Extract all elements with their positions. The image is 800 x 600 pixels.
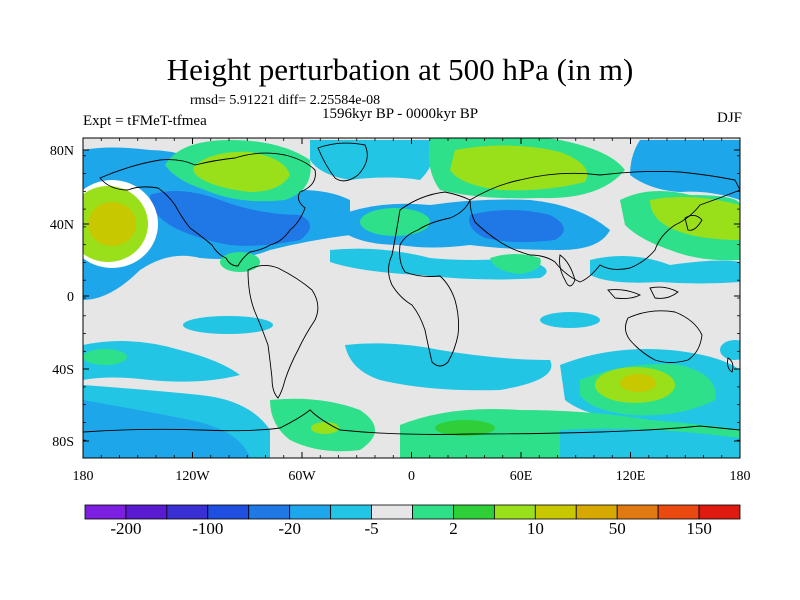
colorbar-swatch <box>248 504 291 520</box>
lat-tick-label: 80N <box>50 144 74 159</box>
colorbar-swatch <box>657 504 700 520</box>
colorbar-swatch <box>616 504 659 520</box>
colorbar-swatch <box>698 504 741 520</box>
contour-siberia-core <box>450 145 588 191</box>
colorbar-swatch <box>289 504 332 520</box>
colorbar-label: 50 <box>609 519 626 538</box>
contour-tropical-patch-1 <box>183 316 273 334</box>
colorbar-swatch <box>207 504 250 520</box>
contour-north-africa <box>490 254 541 274</box>
colorbar-label: 150 <box>686 519 712 538</box>
contour-tropical-patch-2 <box>540 312 600 328</box>
period-text: 1596kyr BP - 0000kyr BP <box>322 106 479 122</box>
contour-antarctic-west <box>311 422 339 434</box>
contour-europe-low-core <box>469 210 564 243</box>
lon-tick-label: 60E <box>510 469 533 484</box>
lat-tick-label: 80S <box>52 435 74 450</box>
contour-mid-atlantic <box>360 208 430 236</box>
contour-asia-mid-band <box>590 256 740 284</box>
colorbar-label: 2 <box>449 519 458 538</box>
colorbar: -200 -100 -20 -5 2 10 50 150 <box>84 504 741 538</box>
lon-tick-label: 180 <box>73 469 94 484</box>
lon-axis: 180 120W 60W 0 60E 120E 180 <box>73 138 751 484</box>
colorbar-swatch <box>412 504 454 520</box>
lon-tick-label: 60W <box>288 469 316 484</box>
contour-south-indian-core <box>620 374 656 392</box>
contour-antarctic-blue <box>560 428 740 458</box>
contour-south-atlantic <box>345 343 552 391</box>
season-text: DJF <box>716 110 742 126</box>
colorbar-swatch <box>453 504 495 520</box>
colorbar-label: -20 <box>278 519 301 538</box>
lat-tick-label: 0 <box>67 290 74 305</box>
experiment-text: Expt = tFMeT-tfmea <box>83 113 207 129</box>
contour-north-atlantic <box>310 140 434 180</box>
contour-east-asia-core <box>650 196 740 240</box>
coastlines <box>83 142 740 435</box>
contour-north-pacific-deep <box>150 191 310 246</box>
contour-north-america-core <box>193 151 290 192</box>
contour-south-pacific <box>83 341 240 382</box>
colorbar-swatch <box>166 504 209 520</box>
contour-south-pacific-core <box>83 349 127 365</box>
lon-tick-label: 180 <box>730 469 751 484</box>
colorbar-swatch <box>371 504 413 520</box>
colorbar-swatch <box>84 504 127 520</box>
contour-antarctic-core <box>435 420 495 436</box>
colorbar-swatch <box>125 504 168 520</box>
contour-dateline-core <box>88 202 136 246</box>
lat-tick-label: 40N <box>50 218 74 233</box>
contour-west-pacific-low <box>630 140 740 200</box>
colorbar-swatch <box>493 504 536 520</box>
contour-tropical-low <box>330 248 547 280</box>
contour-tropical-patch-3 <box>720 340 740 360</box>
lon-tick-label: 120E <box>616 469 646 484</box>
colorbar-swatch <box>575 504 618 520</box>
colorbar-swatch <box>330 504 372 520</box>
map-title: Height perturbation at 500 hPa (in m) <box>166 52 634 87</box>
colorbar-label: -5 <box>364 519 378 538</box>
lon-tick-label: 0 <box>408 469 415 484</box>
colorbar-label: 10 <box>527 519 544 538</box>
lon-tick-label: 120W <box>175 469 210 484</box>
colorbar-label: -200 <box>110 519 141 538</box>
colorbar-swatch <box>534 504 577 520</box>
lat-tick-label: 40S <box>52 363 74 378</box>
stats-text: rmsd= 5.91221 diff= 2.25584e-08 <box>190 93 381 108</box>
contour-field <box>83 138 740 458</box>
colorbar-label: -100 <box>192 519 223 538</box>
